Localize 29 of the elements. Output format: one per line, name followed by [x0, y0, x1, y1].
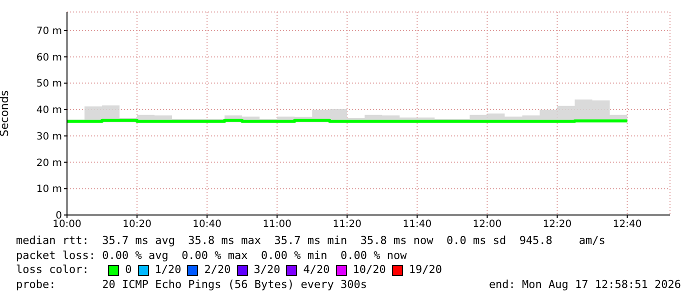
y-tick-label: 50 m	[36, 78, 62, 90]
text: packet loss: 0.00 % avg 0.00 % max 0.00 % min 0.00 % now	[16, 248, 408, 263]
x-tick-label: 12:40	[612, 219, 642, 230]
text: probe: 20 ICMP Echo Pings (56 Bytes) every 300s	[16, 278, 367, 292]
legend-label: 2/20	[204, 263, 231, 278]
x-tick-label: 11:40	[402, 219, 432, 230]
text: median rtt: 35.7 ms avg 35.8 ms max 35.7 ms min 35.8 ms now 0.0 ms sd 945.8 am/s	[16, 234, 606, 248]
legend-label: 0	[125, 263, 132, 278]
legend-label: 3/20	[254, 263, 280, 278]
text: end: Mon Aug 17 12:58:51 2026	[488, 278, 681, 292]
y-tick-label: 30 m	[36, 131, 62, 142]
legend-label: 1/20	[154, 263, 182, 278]
legend-label: 19/20	[408, 263, 442, 278]
x-tick-label: 12:20	[542, 219, 572, 230]
y-tick-label: 70 m	[36, 26, 62, 38]
legend-title: loss color:	[16, 263, 90, 278]
y-axis-title: Seconds	[0, 90, 11, 137]
x-tick-label: 11:20	[332, 219, 362, 230]
y-tick-label: 10 m	[36, 184, 62, 196]
x-tick-label: 10:00	[52, 219, 82, 230]
x-tick-label: 10:20	[122, 219, 152, 230]
y-tick-label: 20 m	[36, 158, 62, 169]
x-tick-label: 12:00	[472, 219, 502, 230]
y-tick-label: 40 m	[36, 105, 62, 116]
x-tick-label: 10:40	[192, 219, 222, 230]
legend-label: 4/20	[303, 263, 330, 278]
y-tick-label: 60 m	[36, 52, 62, 64]
x-tick-label: 11:00	[262, 219, 292, 230]
legend-label: 10/20	[352, 263, 386, 278]
